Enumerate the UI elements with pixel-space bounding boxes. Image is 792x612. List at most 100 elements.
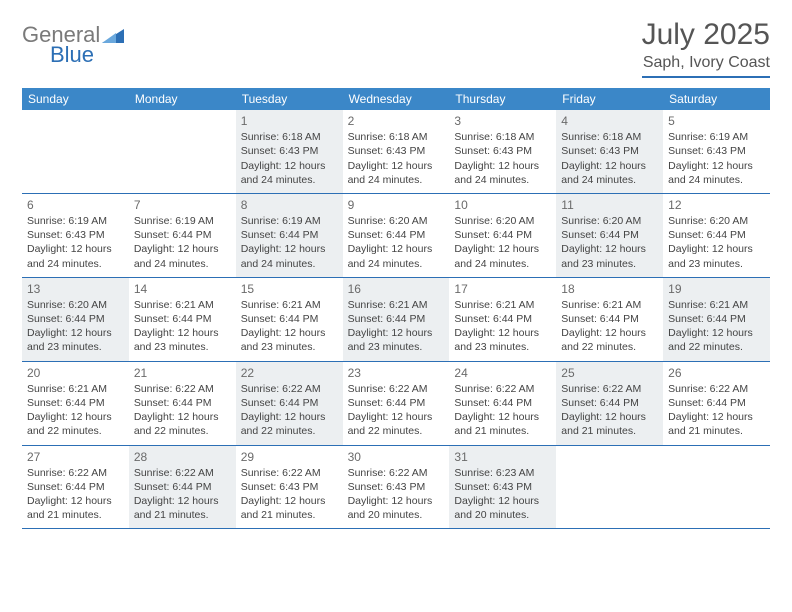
day-info-line: Daylight: 12 hours and 23 minutes. (668, 242, 765, 270)
day-cell: 19Sunrise: 6:21 AMSunset: 6:44 PMDayligh… (663, 278, 770, 361)
day-info-line: Sunset: 6:44 PM (27, 480, 124, 494)
day-info-line: Daylight: 12 hours and 21 minutes. (134, 494, 231, 522)
day-cell: 5Sunrise: 6:19 AMSunset: 6:43 PMDaylight… (663, 110, 770, 193)
day-info-line: Daylight: 12 hours and 20 minutes. (454, 494, 551, 522)
day-info-line: Daylight: 12 hours and 23 minutes. (561, 242, 658, 270)
day-info-line: Sunrise: 6:18 AM (241, 130, 338, 144)
day-info-line: Sunrise: 6:22 AM (454, 382, 551, 396)
day-info-line: Sunset: 6:44 PM (668, 396, 765, 410)
day-info-line: Sunrise: 6:20 AM (454, 214, 551, 228)
day-number: 22 (241, 365, 338, 381)
day-number: 3 (454, 113, 551, 129)
day-info-line: Daylight: 12 hours and 24 minutes. (561, 159, 658, 187)
day-info-line: Sunset: 6:44 PM (668, 312, 765, 326)
day-info-line: Daylight: 12 hours and 24 minutes. (348, 242, 445, 270)
week-row: 27Sunrise: 6:22 AMSunset: 6:44 PMDayligh… (22, 446, 770, 530)
day-info-line: Sunrise: 6:22 AM (134, 466, 231, 480)
day-info-line: Sunrise: 6:21 AM (27, 382, 124, 396)
day-number: 19 (668, 281, 765, 297)
day-info-line: Sunset: 6:44 PM (134, 396, 231, 410)
day-cell: 23Sunrise: 6:22 AMSunset: 6:44 PMDayligh… (343, 362, 450, 445)
day-cell: 26Sunrise: 6:22 AMSunset: 6:44 PMDayligh… (663, 362, 770, 445)
title-block: July 2025 Saph, Ivory Coast (642, 18, 770, 78)
day-cell: 2Sunrise: 6:18 AMSunset: 6:43 PMDaylight… (343, 110, 450, 193)
day-info-line: Sunrise: 6:18 AM (561, 130, 658, 144)
day-info-line: Daylight: 12 hours and 21 minutes. (241, 494, 338, 522)
day-number: 16 (348, 281, 445, 297)
day-info-line: Sunrise: 6:19 AM (27, 214, 124, 228)
day-info-line: Daylight: 12 hours and 20 minutes. (348, 494, 445, 522)
day-info-line: Sunrise: 6:22 AM (27, 466, 124, 480)
day-cell: 17Sunrise: 6:21 AMSunset: 6:44 PMDayligh… (449, 278, 556, 361)
day-info-line: Sunset: 6:43 PM (454, 480, 551, 494)
day-info-line: Sunrise: 6:23 AM (454, 466, 551, 480)
day-info-line: Daylight: 12 hours and 21 minutes. (561, 410, 658, 438)
day-info-line: Sunset: 6:44 PM (454, 312, 551, 326)
week-row: 1Sunrise: 6:18 AMSunset: 6:43 PMDaylight… (22, 110, 770, 194)
day-info-line: Sunset: 6:44 PM (561, 228, 658, 242)
day-cell: 4Sunrise: 6:18 AMSunset: 6:43 PMDaylight… (556, 110, 663, 193)
day-info-line: Daylight: 12 hours and 24 minutes. (134, 242, 231, 270)
header: GeneralBlue July 2025 Saph, Ivory Coast (22, 18, 770, 78)
day-cell: 24Sunrise: 6:22 AMSunset: 6:44 PMDayligh… (449, 362, 556, 445)
day-number: 13 (27, 281, 124, 297)
day-info-line: Daylight: 12 hours and 22 minutes. (27, 410, 124, 438)
day-cell: 25Sunrise: 6:22 AMSunset: 6:44 PMDayligh… (556, 362, 663, 445)
day-info-line: Sunset: 6:44 PM (241, 228, 338, 242)
day-number: 24 (454, 365, 551, 381)
day-info-line: Sunset: 6:43 PM (241, 144, 338, 158)
day-cell: 16Sunrise: 6:21 AMSunset: 6:44 PMDayligh… (343, 278, 450, 361)
day-info-line: Sunset: 6:43 PM (454, 144, 551, 158)
day-info-line: Sunset: 6:44 PM (348, 312, 445, 326)
day-info-line: Sunset: 6:43 PM (241, 480, 338, 494)
day-number: 21 (134, 365, 231, 381)
day-info-line: Sunset: 6:44 PM (561, 396, 658, 410)
day-cell: 7Sunrise: 6:19 AMSunset: 6:44 PMDaylight… (129, 194, 236, 277)
day-number: 2 (348, 113, 445, 129)
day-info-line: Sunrise: 6:22 AM (241, 466, 338, 480)
day-info-line: Sunrise: 6:21 AM (348, 298, 445, 312)
day-cell: 11Sunrise: 6:20 AMSunset: 6:44 PMDayligh… (556, 194, 663, 277)
day-info-line: Daylight: 12 hours and 24 minutes. (668, 159, 765, 187)
day-info-line: Sunset: 6:44 PM (454, 396, 551, 410)
day-info-line: Sunset: 6:44 PM (241, 312, 338, 326)
day-cell: 21Sunrise: 6:22 AMSunset: 6:44 PMDayligh… (129, 362, 236, 445)
logo-triangle-icon (102, 27, 124, 48)
day-info-line: Daylight: 12 hours and 21 minutes. (668, 410, 765, 438)
day-info-line: Daylight: 12 hours and 23 minutes. (134, 326, 231, 354)
day-info-line: Sunrise: 6:19 AM (134, 214, 231, 228)
day-number: 6 (27, 197, 124, 213)
day-info-line: Sunset: 6:44 PM (561, 312, 658, 326)
day-info-line: Sunrise: 6:19 AM (668, 130, 765, 144)
day-number: 8 (241, 197, 338, 213)
logo: GeneralBlue (22, 18, 124, 68)
day-info-line: Daylight: 12 hours and 24 minutes. (241, 159, 338, 187)
day-info-line: Sunset: 6:44 PM (27, 396, 124, 410)
day-info-line: Sunset: 6:43 PM (348, 480, 445, 494)
day-info-line: Daylight: 12 hours and 22 minutes. (668, 326, 765, 354)
day-info-line: Sunset: 6:44 PM (668, 228, 765, 242)
day-cell (22, 110, 129, 193)
day-cell: 12Sunrise: 6:20 AMSunset: 6:44 PMDayligh… (663, 194, 770, 277)
day-info-line: Daylight: 12 hours and 24 minutes. (27, 242, 124, 270)
day-info-line: Daylight: 12 hours and 21 minutes. (454, 410, 551, 438)
weekday-cell: Saturday (663, 88, 770, 110)
day-info-line: Daylight: 12 hours and 23 minutes. (454, 326, 551, 354)
day-info-line: Daylight: 12 hours and 22 minutes. (561, 326, 658, 354)
weekday-cell: Wednesday (343, 88, 450, 110)
day-number: 20 (27, 365, 124, 381)
day-info-line: Sunset: 6:43 PM (27, 228, 124, 242)
weeks-container: 1Sunrise: 6:18 AMSunset: 6:43 PMDaylight… (22, 110, 770, 529)
day-number: 30 (348, 449, 445, 465)
day-cell: 1Sunrise: 6:18 AMSunset: 6:43 PMDaylight… (236, 110, 343, 193)
day-info-line: Daylight: 12 hours and 23 minutes. (348, 326, 445, 354)
day-info-line: Sunrise: 6:20 AM (668, 214, 765, 228)
day-number: 23 (348, 365, 445, 381)
calendar: SundayMondayTuesdayWednesdayThursdayFrid… (22, 88, 770, 529)
day-info-line: Daylight: 12 hours and 23 minutes. (27, 326, 124, 354)
day-info-line: Sunrise: 6:20 AM (348, 214, 445, 228)
day-number: 26 (668, 365, 765, 381)
day-info-line: Sunrise: 6:21 AM (561, 298, 658, 312)
day-cell: 18Sunrise: 6:21 AMSunset: 6:44 PMDayligh… (556, 278, 663, 361)
day-info-line: Sunrise: 6:21 AM (454, 298, 551, 312)
